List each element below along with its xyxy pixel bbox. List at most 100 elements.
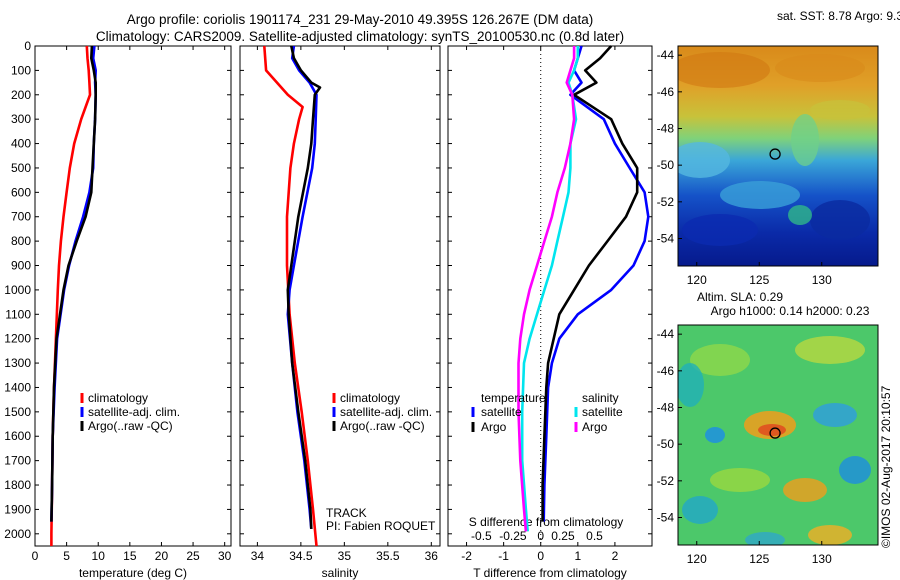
figure-title-line1: Argo profile: coriolis 1901174_231 29-Ma… <box>126 12 594 27</box>
x-axis-label: T difference from climatology <box>473 566 627 580</box>
y-tick-label: 600 <box>11 185 31 199</box>
y-tick-label: 900 <box>11 259 31 273</box>
legend-label: satellite <box>481 405 522 419</box>
legend-label: satellite-adj. clim. <box>88 405 180 419</box>
s-tick-label: -0.5 <box>471 529 492 543</box>
s-tick-label: 0.25 <box>551 529 575 543</box>
x-tick-label: -1 <box>498 549 509 563</box>
x-axis-label: salinity <box>322 566 359 580</box>
y-tick-label: 500 <box>11 161 31 175</box>
pi-label: PI: Fabien ROQUET <box>326 519 436 533</box>
s-tick-label: 0.5 <box>586 529 603 543</box>
x-tick-label: -2 <box>461 549 472 563</box>
map-y-tick-label: -48 <box>657 122 675 136</box>
x-tick-label: 36 <box>425 549 439 563</box>
y-tick-label: 1000 <box>4 283 31 297</box>
x-tick-label: 35 <box>338 549 352 563</box>
sla-map <box>677 324 879 546</box>
x-tick-label: 2 <box>612 549 619 563</box>
map-x-tick-label: 130 <box>812 273 832 287</box>
y-tick-label: 1200 <box>4 332 31 346</box>
temperature-panel: 0100200300400500600700800900100011001200… <box>4 39 231 580</box>
legend-label: Argo(..raw -QC) <box>340 419 425 433</box>
y-tick-label: 1400 <box>4 380 31 394</box>
y-tick-label: 0 <box>24 39 31 53</box>
map-x-tick-label: 120 <box>687 273 707 287</box>
y-tick-label: 800 <box>11 234 31 248</box>
x-tick-label: 34.5 <box>289 549 313 563</box>
series-line-argo-raw-qc- <box>50 45 97 522</box>
argo-position-marker <box>769 148 781 160</box>
x-tick-label: 35.5 <box>376 549 400 563</box>
salinity-frame <box>239 45 441 547</box>
series-line-salinity-satellite <box>520 46 580 532</box>
legend-label: climatology <box>88 391 148 405</box>
sst-map <box>677 45 879 267</box>
x-tick-label: 1 <box>574 549 581 563</box>
map-x-tick-label: 120 <box>687 552 707 566</box>
map-y-tick-label: -50 <box>657 158 675 172</box>
legend-label: Argo <box>481 420 507 434</box>
track-label: TRACK <box>326 506 367 520</box>
map-y-tick-label: -48 <box>657 401 675 415</box>
x-tick-label: 0 <box>32 549 39 563</box>
x-tick-label: 34 <box>251 549 265 563</box>
y-tick-label: 100 <box>11 63 31 77</box>
legend-label: satellite <box>582 405 623 419</box>
y-tick-label: 700 <box>11 210 31 224</box>
series-line-temperature-satellite <box>542 45 650 522</box>
sla-map-axes: -44 -46 -48 -50 -52 -54 120 125 130 <box>657 327 832 566</box>
map-y-tick-label: -52 <box>657 474 675 488</box>
y-tick-label: 1100 <box>5 307 31 321</box>
legend-label: Argo(..raw -QC) <box>88 419 173 433</box>
argo-position-marker <box>769 427 781 439</box>
x-tick-label: 20 <box>155 549 169 563</box>
series-line-salinity-argo <box>517 46 576 532</box>
legend-label: Argo <box>582 420 608 434</box>
map-y-tick-label: -52 <box>657 195 675 209</box>
x-tick-label: 25 <box>186 549 200 563</box>
y-tick-label: 1900 <box>4 502 31 516</box>
y-tick-label: 1600 <box>4 429 31 443</box>
y-tick-label: 1700 <box>4 454 31 468</box>
s-tick-label: -0.25 <box>499 529 527 543</box>
y-tick-label: 1300 <box>4 356 31 370</box>
map-x-tick-label: 130 <box>812 552 832 566</box>
salinity-panel: 34 34.5 35 35.5 36 salinity climatologysatelli… <box>239 45 441 580</box>
y-tick-label: 300 <box>11 112 31 126</box>
y-tick-label: 1800 <box>4 478 31 492</box>
legend-header-temperature: temperature <box>481 391 546 405</box>
x-tick-label: 30 <box>218 549 232 563</box>
legend-header-salinity: salinity <box>582 391 619 405</box>
sla-map-subtitle: Argo h1000: 0.14 h2000: 0.23 <box>711 304 870 318</box>
y-tick-label: 1500 <box>4 405 31 419</box>
series-line-temperature-argo <box>541 45 639 522</box>
y-tick-label: 200 <box>11 88 31 102</box>
map-y-tick-label: -50 <box>657 437 675 451</box>
legend-label: satellite-adj. clim. <box>340 405 432 419</box>
top-axis-label: S difference from climatology <box>469 515 624 529</box>
s-tick-label: 0 <box>537 529 544 543</box>
y-tick-label: 400 <box>11 137 31 151</box>
legend-label: climatology <box>340 391 400 405</box>
y-tick-label: 2000 <box>4 527 31 541</box>
series-line-climatology <box>263 45 318 547</box>
series-line-argo-raw-qc- <box>286 45 322 529</box>
difference-frame <box>447 45 653 547</box>
difference-panel: -2 -1 0 1 2 T difference from climatology S di… <box>447 45 653 580</box>
x-tick-label: 15 <box>123 549 137 563</box>
x-axis-label: temperature (deg C) <box>79 566 187 580</box>
sla-map-title: Altim. SLA: 0.29 <box>697 290 783 304</box>
map-y-tick-label: -46 <box>657 364 675 378</box>
sst-map-axes: -44 -46 -48 -50 -52 -54 120 125 130 <box>657 48 832 287</box>
sst-map-title: sat. SST: 8.78 Argo: 9.3 <box>777 9 900 23</box>
map-y-tick-label: -54 <box>657 232 675 246</box>
series-line-climatology <box>50 45 92 546</box>
x-tick-label: 0 <box>537 549 544 563</box>
map-y-tick-label: -44 <box>657 327 675 341</box>
temperature-frame <box>34 45 232 547</box>
map-y-tick-label: -54 <box>657 511 675 525</box>
figure-title-line2: Climatology: CARS2009. Satellite-adjuste… <box>95 29 625 44</box>
x-tick-label: 10 <box>92 549 106 563</box>
